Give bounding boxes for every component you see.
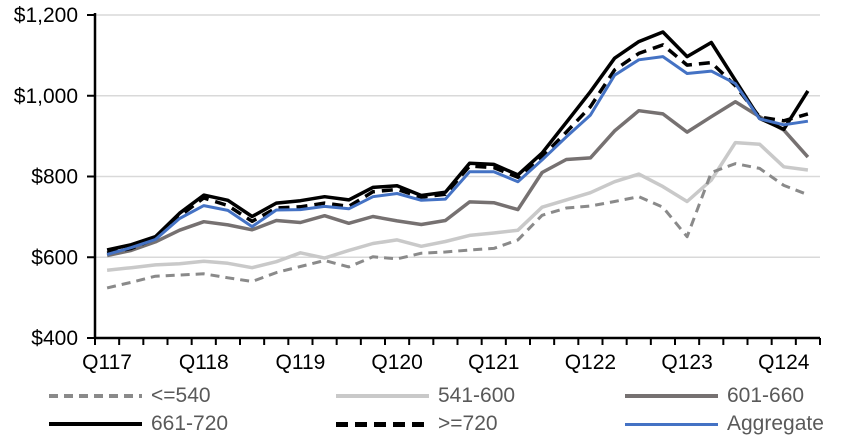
- legend-swatch-541-600: [336, 394, 429, 398]
- legend-label-661-720: 661-720: [151, 412, 229, 435]
- x-tick-label: Q120: [371, 351, 422, 374]
- x-tick-label: Q122: [565, 351, 616, 374]
- series-line-540: [106, 162, 809, 290]
- legend-item-aggregate: Aggregate: [625, 411, 824, 437]
- series-line-601-660: [106, 100, 810, 258]
- x-tick-label: Q121: [468, 351, 519, 374]
- legend-item-601-660: 601-660: [625, 383, 804, 409]
- y-tick-label: $600: [31, 246, 78, 269]
- y-tick-label: $1,000: [14, 85, 78, 108]
- x-tick-label: Q117: [82, 351, 132, 374]
- chart-legend: <=540 541-600 601-660 661-720 >=720 Aggr…: [0, 381, 852, 441]
- legend-swatch-601-660: [625, 394, 718, 398]
- series-line-661-720: [106, 30, 810, 252]
- legend-swatch-aggregate: [625, 422, 718, 426]
- x-tick-label: Q123: [661, 351, 712, 374]
- legend-label-541-600: 541-600: [438, 384, 516, 407]
- series-line-Aggregate: [106, 55, 809, 256]
- x-tick-label: Q118: [179, 351, 229, 374]
- legend-swatch-ge-720: [336, 421, 429, 427]
- legend-item-le-540: <=540: [49, 383, 211, 409]
- legend-label-le-540: <=540: [151, 384, 211, 407]
- x-tick-label: Q124: [758, 351, 810, 374]
- y-tick-label: $800: [31, 166, 78, 189]
- legend-label-aggregate: Aggregate: [727, 412, 824, 435]
- legend-label-601-660: 601-660: [727, 384, 805, 407]
- legend-item-541-600: 541-600: [336, 383, 515, 409]
- y-tick-label: $1,200: [14, 4, 78, 27]
- legend-item-661-720: 661-720: [49, 411, 228, 437]
- y-tick-label: $400: [31, 327, 78, 350]
- legend-swatch-le-540: [49, 394, 142, 398]
- legend-swatch-661-720: [49, 422, 142, 426]
- series-line-720: [106, 43, 809, 255]
- legend-label-ge-720: >=720: [438, 412, 498, 435]
- line-chart: $400 $600 $800 $1,000 $1,200 Q117 Q118 Q119 Q120…: [14, 4, 821, 374]
- x-tick-label: Q119: [276, 351, 326, 374]
- legend-item-ge-720: >=720: [336, 411, 498, 437]
- series-line-541-600: [106, 140, 809, 272]
